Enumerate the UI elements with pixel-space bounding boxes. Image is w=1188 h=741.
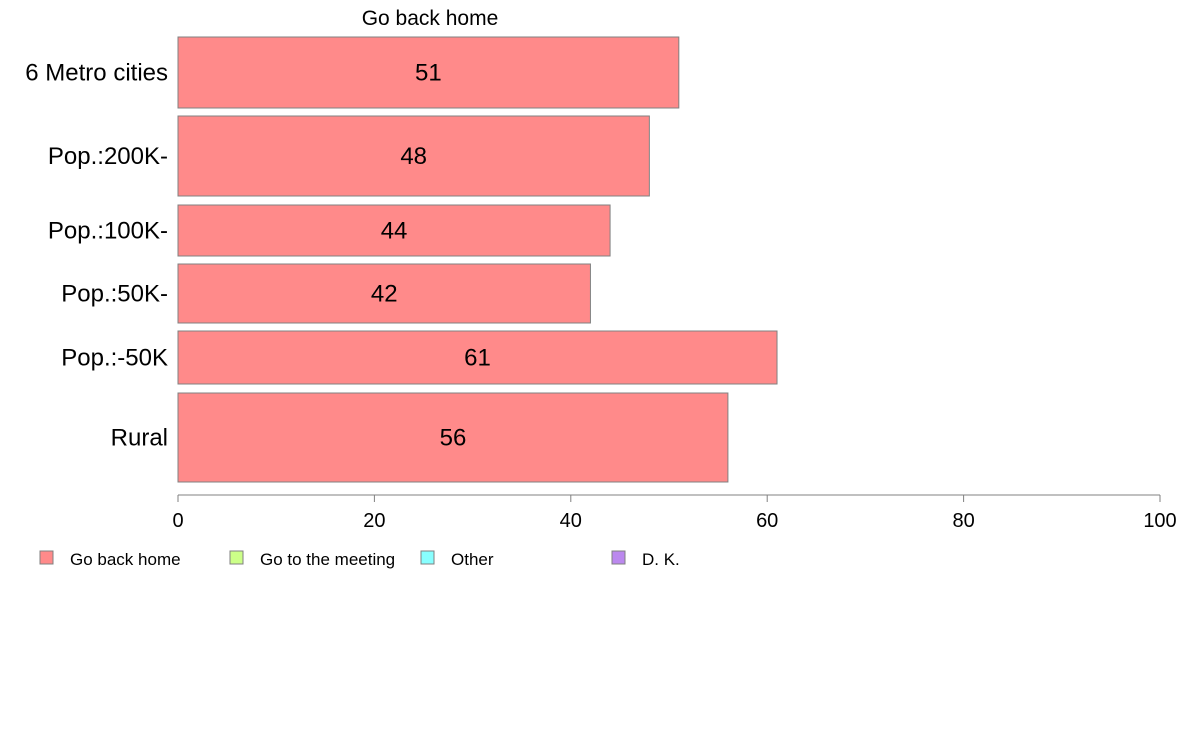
x-tick-label-80: 80 [952, 510, 974, 532]
x-tick-label-0: 0 [172, 510, 183, 532]
data-label-pop-50k: 42 [371, 281, 398, 308]
legend-label-other: Other [451, 550, 494, 569]
chart-title: Go back home [362, 7, 499, 30]
bars-layer: 51 6 Metro cities 48 Pop.:200K- 44 Pop.:100K-… [25, 36, 778, 483]
data-label-pop-200k: 48 [400, 143, 427, 170]
data-label-pop-50k: 61 [464, 345, 491, 372]
bar-rural [177, 392, 729, 483]
category-label-rural: Rural [111, 425, 168, 452]
x-axis: 0 20 40 60 80 100 [172, 494, 1177, 532]
x-tick-label-20: 20 [363, 510, 385, 532]
category-label-pop-50k: Pop.:50K- [61, 281, 168, 308]
bar-6-metro-cities [177, 36, 680, 109]
legend-swatch-other [420, 550, 435, 565]
category-label-6-metro-cities: 6 Metro cities [25, 60, 168, 87]
x-tick-label-40: 40 [560, 510, 582, 532]
legend: Go back home Go to the meeting Other D. K. [39, 550, 680, 569]
data-label-6-metro-cities: 51 [415, 60, 442, 87]
x-tick-label-60: 60 [756, 510, 778, 532]
bar-pop-100k [177, 204, 611, 257]
x-tick-label-100: 100 [1143, 510, 1176, 532]
legend-swatch-d-k [611, 550, 626, 565]
legend-label-d-k: D. K. [642, 550, 680, 569]
category-label-pop-200k: Pop.:200K- [48, 143, 168, 170]
bar-pop-200k [177, 115, 650, 197]
bar-pop-50k [177, 263, 591, 324]
category-label-pop-50k: Pop.:-50K [61, 345, 168, 372]
bar-pop-50k [177, 330, 778, 385]
category-label-pop-100k: Pop.:100K- [48, 218, 168, 245]
legend-label-go-back-home: Go back home [70, 550, 181, 569]
legend-label-go-to-the-meeting: Go to the meeting [260, 550, 395, 569]
legend-swatch-go-back-home [39, 550, 54, 565]
legend-swatch-go-to-the-meeting [229, 550, 244, 565]
data-label-rural: 56 [440, 425, 467, 452]
data-label-pop-100k: 44 [381, 218, 408, 245]
